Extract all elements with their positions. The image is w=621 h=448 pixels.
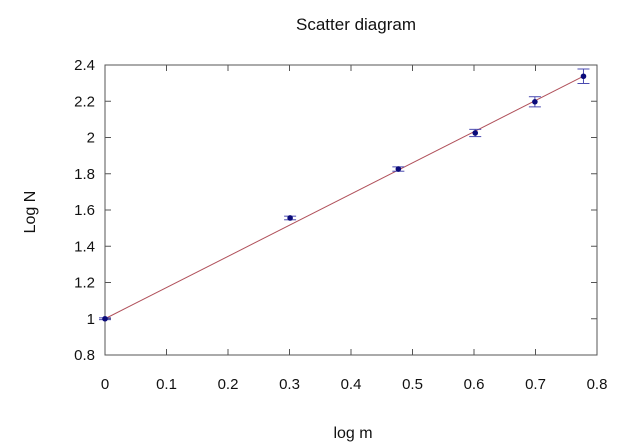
x-tick-label: 0.8 bbox=[587, 376, 608, 393]
data-point-group bbox=[99, 315, 111, 322]
x-tick-label: 0.7 bbox=[525, 376, 546, 393]
y-axis-title: Log N bbox=[22, 191, 39, 234]
data-point bbox=[580, 73, 587, 80]
y-tick-label: 2.2 bbox=[74, 93, 95, 110]
x-tick-label: 0.6 bbox=[464, 376, 485, 393]
fit-line bbox=[104, 75, 584, 320]
x-tick-label: 0.1 bbox=[156, 376, 177, 393]
y-tick-label: 1.6 bbox=[74, 202, 95, 219]
plot-area: 0 0.1 0.2 0.3 0.4 0.5 0.6 0.7 0.8 0.8 1 1.2 1.4 1.6 1.… bbox=[74, 57, 607, 393]
y-tick-label: 0.8 bbox=[74, 347, 95, 364]
x-tick-label: 0 bbox=[101, 376, 109, 393]
x-tick-label: 0.5 bbox=[402, 376, 423, 393]
data-point bbox=[395, 166, 402, 172]
data-point-group bbox=[469, 128, 482, 138]
y-tick-label: 1.2 bbox=[74, 275, 95, 292]
plot-frame bbox=[104, 64, 598, 356]
data-point-group bbox=[284, 215, 297, 221]
x-axis-title: log m bbox=[333, 425, 372, 442]
data-point bbox=[472, 130, 479, 136]
y-tick-label: 2.4 bbox=[74, 57, 95, 74]
data-point bbox=[287, 215, 293, 221]
data-point bbox=[532, 98, 538, 105]
data-point-group bbox=[392, 166, 405, 172]
y-tick-label: 1.8 bbox=[74, 166, 95, 183]
chart-title: Scatter diagram bbox=[296, 15, 416, 34]
x-tick-label: 0.3 bbox=[279, 376, 300, 393]
x-tick-label: 0.4 bbox=[341, 376, 362, 393]
x-tick-label: 0.2 bbox=[218, 376, 239, 393]
data-point-group bbox=[528, 96, 541, 108]
data-point-group bbox=[577, 68, 590, 84]
data-point bbox=[102, 315, 108, 322]
y-tick-label: 2 bbox=[87, 130, 95, 147]
y-tick-label: 1.4 bbox=[74, 238, 95, 255]
y-tick-label: 1 bbox=[87, 311, 95, 328]
